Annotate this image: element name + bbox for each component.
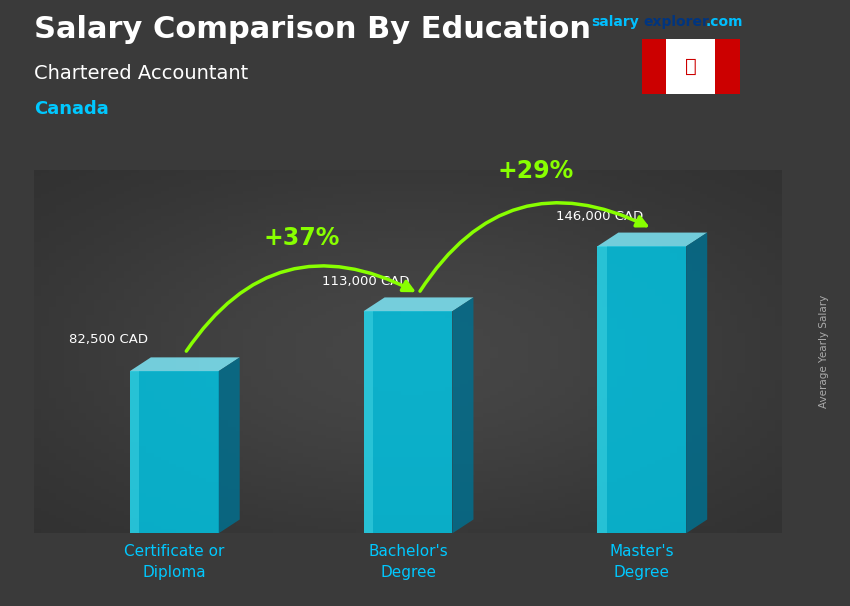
Polygon shape: [130, 371, 218, 533]
Text: +29%: +29%: [497, 159, 574, 182]
Polygon shape: [598, 246, 686, 533]
Polygon shape: [642, 39, 666, 94]
Polygon shape: [598, 246, 607, 533]
Text: 146,000 CAD: 146,000 CAD: [556, 210, 643, 223]
Text: Chartered Accountant: Chartered Accountant: [34, 64, 248, 82]
Text: Salary Comparison By Education: Salary Comparison By Education: [34, 15, 591, 44]
Polygon shape: [364, 298, 473, 311]
Polygon shape: [686, 233, 707, 533]
Text: .com: .com: [706, 15, 743, 29]
Polygon shape: [598, 233, 707, 246]
Polygon shape: [218, 358, 240, 533]
Polygon shape: [364, 311, 373, 533]
Text: 🍁: 🍁: [685, 57, 696, 76]
Text: 82,500 CAD: 82,500 CAD: [70, 333, 148, 345]
Text: Average Yearly Salary: Average Yearly Salary: [819, 295, 829, 408]
Text: +37%: +37%: [264, 226, 340, 250]
Polygon shape: [364, 311, 452, 533]
Text: explorer: explorer: [643, 15, 709, 29]
Polygon shape: [666, 39, 715, 94]
Polygon shape: [130, 358, 240, 371]
Text: 113,000 CAD: 113,000 CAD: [322, 275, 410, 288]
Polygon shape: [715, 39, 740, 94]
Polygon shape: [452, 298, 473, 533]
Text: Canada: Canada: [34, 100, 109, 118]
Polygon shape: [130, 371, 139, 533]
Text: salary: salary: [591, 15, 638, 29]
